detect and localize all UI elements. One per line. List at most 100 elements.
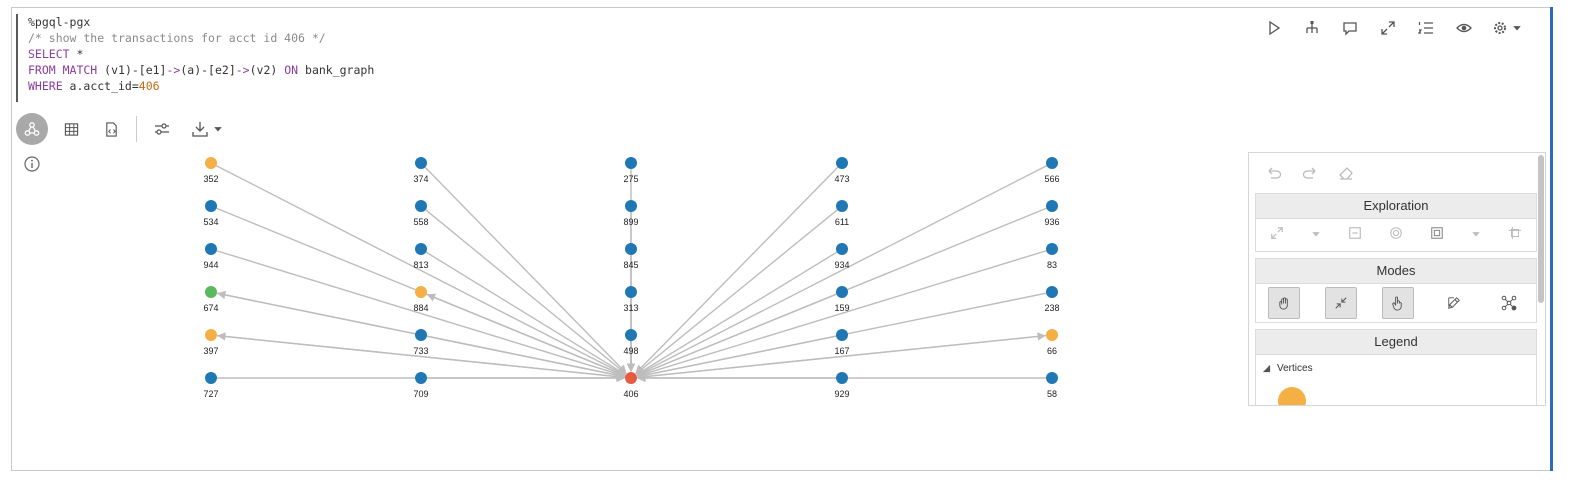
vertex-83[interactable] [1046,243,1058,255]
vertex-label-352: 352 [203,174,218,184]
vertex-733[interactable] [415,329,427,341]
settings-button[interactable] [145,113,179,145]
expand-node-icon[interactable] [1270,226,1284,245]
vertex-899[interactable] [625,200,637,212]
vertex-66[interactable] [1046,329,1058,341]
edge-934-to-406[interactable] [636,251,838,375]
sticky-mode-button[interactable] [1494,288,1524,318]
code-line-5: WHERE a.acct_id=406 [28,79,160,93]
vertex-label-934: 934 [834,260,849,270]
vertex-611[interactable] [836,200,848,212]
edge-406-to-884[interactable] [426,293,626,377]
vertex-352[interactable] [205,157,217,169]
vertex-498[interactable] [625,329,637,341]
legend-vertex-swatch [1278,387,1306,405]
eye-icon[interactable] [1447,16,1481,40]
vertex-label-727: 727 [203,389,218,399]
edge-611-to-406[interactable] [635,209,838,375]
code-file-view-button[interactable] [94,113,128,145]
vertex-label-611: 611 [835,217,849,227]
vertex-674[interactable] [205,286,217,298]
nodes-layer: 352 534 944 674 397 727 374 558 813 884 733 709 275 8… [203,157,1060,399]
legend-vertices-row[interactable]: Vertices [1262,363,1313,374]
vertex-397[interactable] [205,329,217,341]
vertex-558[interactable] [415,200,427,212]
vertex-label-58: 58 [1047,389,1057,399]
edge-813-to-406[interactable] [425,251,626,375]
edge-944-to-406[interactable] [216,250,626,378]
edge-406-to-397[interactable] [217,332,626,379]
redo-icon[interactable] [1297,162,1323,184]
panel-scrollbar[interactable] [1538,155,1544,303]
chevron-down-icon[interactable] [1471,226,1481,244]
vertex-label-813: 813 [413,260,428,270]
download-button[interactable] [185,113,229,145]
vertex-374[interactable] [415,157,427,169]
exploration-header[interactable]: Exploration [1255,193,1537,219]
vertex-label-674: 674 [203,303,218,313]
collapse-icon[interactable] [1348,226,1362,245]
vertex-566[interactable] [1046,157,1058,169]
info-icon[interactable] [24,156,40,172]
vertex-845[interactable] [625,243,637,255]
fit-mode-button[interactable] [1325,287,1358,319]
modes-header[interactable]: Modes [1255,258,1537,284]
code-line-4: FROM MATCH (v1)-[e1]->(a)-[e2]->(v2) ON … [28,63,375,77]
vertex-936[interactable] [1046,200,1058,212]
code-line-3: SELECT * [28,47,84,61]
edge-352-to-406[interactable] [216,165,626,376]
vertex-58[interactable] [1046,372,1058,384]
edge-83-to-406[interactable] [636,250,1047,378]
undo-icon[interactable] [1261,162,1287,184]
vertex-884[interactable] [415,286,427,298]
vertex-167[interactable] [836,329,848,341]
eraser-icon[interactable] [1333,162,1359,184]
pan-mode-button[interactable] [1268,287,1301,319]
vertex-159[interactable] [836,286,848,298]
chevron-down-icon [213,127,222,132]
edge-406-to-66[interactable] [636,332,1046,379]
focus-icon[interactable] [1389,226,1403,245]
edge-566-to-406[interactable] [636,165,1047,376]
hierarchy-icon[interactable] [1295,16,1329,40]
vertex-label-936: 936 [1044,217,1059,227]
edge-473-to-406[interactable] [635,166,839,374]
vertex-934[interactable] [836,243,848,255]
graph-canvas[interactable]: 352 534 944 674 397 727 374 558 813 884 733 709 275 8… [150,150,1100,410]
edge-374-to-406[interactable] [424,166,627,374]
table-view-button[interactable] [54,113,88,145]
vertex-275[interactable] [625,157,637,169]
frame-select-icon[interactable] [1430,226,1444,245]
expand-icon[interactable] [1371,16,1405,40]
gear-icon[interactable] [1485,16,1529,40]
group-icon[interactable] [1508,226,1522,245]
vertex-label-884: 884 [413,303,428,313]
legend-body: Vertices [1255,355,1537,405]
vertex-313[interactable] [625,286,637,298]
select-mode-button[interactable] [1381,287,1414,319]
edit-mode-button[interactable] [1439,288,1469,318]
vertex-727[interactable] [205,372,217,384]
list-icon[interactable] [1409,16,1443,40]
vertex-406[interactable] [625,372,637,384]
run-icon[interactable] [1257,16,1291,40]
vertex-473[interactable] [836,157,848,169]
vertex-944[interactable] [205,243,217,255]
comment-icon[interactable] [1333,16,1367,40]
query-editor[interactable]: %pgql-pgx /* show the transactions for a… [16,14,788,102]
download-icon [191,122,208,137]
legend-header[interactable]: Legend [1255,329,1537,355]
modes-tools [1255,284,1537,323]
vertex-238[interactable] [1046,286,1058,298]
history-controls [1249,153,1545,193]
vertex-534[interactable] [205,200,217,212]
collapse-triangle-icon [1262,364,1271,373]
vertex-label-498: 498 [623,346,638,356]
vertex-813[interactable] [415,243,427,255]
chevron-down-icon[interactable] [1311,226,1321,244]
code-file-icon [105,121,117,137]
edge-558-to-406[interactable] [425,209,627,375]
graph-view-button[interactable] [16,113,48,145]
vertex-709[interactable] [415,372,427,384]
vertex-929[interactable] [836,372,848,384]
